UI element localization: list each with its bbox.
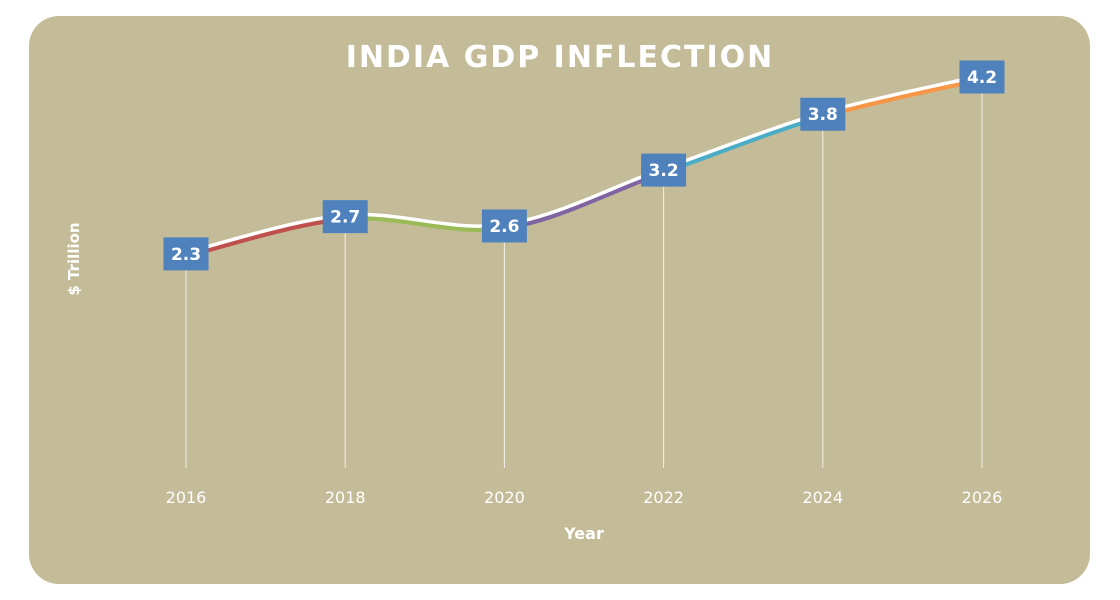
chart-title: INDIA GDP INFLECTION <box>345 40 775 75</box>
data-label: 3.8 <box>800 97 846 131</box>
x-tick-label: 2016 <box>166 488 207 507</box>
line-segment-highlight <box>661 110 825 171</box>
x-tick-label: 2022 <box>643 488 684 507</box>
data-label: 3.2 <box>641 153 687 187</box>
line-segment <box>660 112 826 175</box>
data-label-text: 2.7 <box>330 208 360 228</box>
x-tick-label: 2026 <box>962 488 1003 507</box>
data-label: 2.6 <box>481 209 527 243</box>
data-label-text: 3.8 <box>808 105 838 125</box>
data-label-box <box>163 237 209 271</box>
data-label-box <box>481 209 527 243</box>
data-label: 2.3 <box>163 237 209 271</box>
line-segment <box>183 215 349 259</box>
data-label: 4.2 <box>959 60 1005 94</box>
line-segment <box>819 75 985 119</box>
data-label-text: 3.2 <box>649 161 679 181</box>
line-segment-highlight <box>502 166 666 227</box>
x-tick-label: 2018 <box>325 488 366 507</box>
data-label: 2.7 <box>322 200 368 234</box>
data-label-box <box>959 60 1005 94</box>
data-label-box <box>800 97 846 131</box>
x-axis-label: Year <box>564 524 604 543</box>
data-label-text: 2.6 <box>489 217 519 237</box>
line-segment-highlight <box>821 73 984 115</box>
x-tick-label: 2020 <box>484 488 525 507</box>
chart-panel <box>29 16 1090 584</box>
x-tick-label: 2024 <box>802 488 843 507</box>
data-label-text: 2.3 <box>171 245 201 265</box>
data-label-text: 4.2 <box>967 68 997 88</box>
data-label-box <box>322 200 368 234</box>
data-label-box <box>641 153 687 187</box>
